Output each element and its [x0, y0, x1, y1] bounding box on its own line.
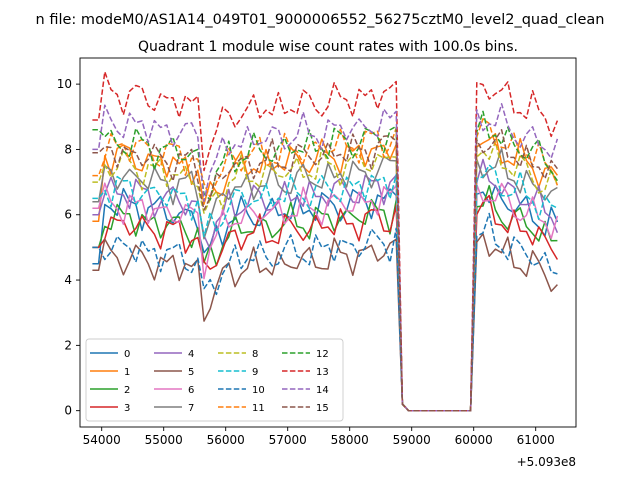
series-line-4 — [92, 158, 559, 412]
legend-label-14: 14 — [316, 385, 329, 396]
y-tick-label: 8 — [64, 142, 72, 156]
y-tick-label: 2 — [64, 338, 72, 352]
series-layer — [92, 71, 559, 412]
chart-suptitle: n file: modeM0/AS1A14_049T01_9000006552_… — [36, 12, 605, 28]
chart-title: Quadrant 1 module wise count rates with … — [138, 39, 518, 55]
x-axis-offset-label: +5.093e8 — [517, 455, 576, 469]
legend-label-8: 8 — [252, 349, 258, 360]
legend-label-6: 6 — [188, 385, 194, 396]
legend-label-12: 12 — [316, 349, 329, 360]
legend-label-10: 10 — [252, 385, 265, 396]
legend-label-7: 7 — [188, 403, 194, 414]
legend-label-4: 4 — [188, 349, 194, 360]
legend-label-13: 13 — [316, 367, 329, 378]
series-line-5 — [92, 233, 558, 412]
x-axis: 54000 55000 56000 57000 58000 59000 60000 61000 — [83, 427, 555, 447]
x-tick-label: 61000 — [517, 433, 555, 447]
x-tick-label: 55000 — [145, 433, 183, 447]
legend-label-1: 1 — [124, 367, 130, 378]
x-tick-label: 60000 — [455, 433, 493, 447]
x-tick-label: 54000 — [83, 433, 121, 447]
series-line-3 — [92, 194, 559, 412]
legend-label-5: 5 — [188, 367, 194, 378]
y-tick-label: 6 — [64, 208, 72, 222]
axes-frame — [79, 57, 577, 428]
legend-label-0: 0 — [124, 349, 130, 360]
y-tick-label: 4 — [64, 273, 72, 287]
series-line-12 — [92, 110, 559, 412]
series-line-6 — [92, 182, 559, 412]
x-tick-label: 57000 — [269, 433, 307, 447]
y-tick-label: 0 — [64, 404, 72, 418]
series-line-13 — [92, 71, 559, 412]
y-tick-label: 10 — [57, 77, 72, 91]
series-line-8 — [92, 140, 559, 412]
legend-label-2: 2 — [124, 385, 130, 396]
series-line-10 — [92, 212, 558, 412]
x-tick-label: 58000 — [331, 433, 369, 447]
legend-label-11: 11 — [252, 403, 265, 414]
y-axis: 0 2 4 6 8 10 — [57, 77, 80, 418]
legend-label-3: 3 — [124, 403, 130, 414]
legend-label-15: 15 — [316, 403, 329, 414]
series-line-15 — [92, 129, 558, 412]
series-line-9 — [92, 164, 558, 412]
series-line-14 — [92, 103, 559, 412]
series-line-7 — [92, 147, 558, 412]
x-tick-label: 56000 — [207, 433, 245, 447]
x-tick-label: 59000 — [393, 433, 431, 447]
legend-label-9: 9 — [252, 367, 258, 378]
legend-frame — [85, 338, 344, 422]
